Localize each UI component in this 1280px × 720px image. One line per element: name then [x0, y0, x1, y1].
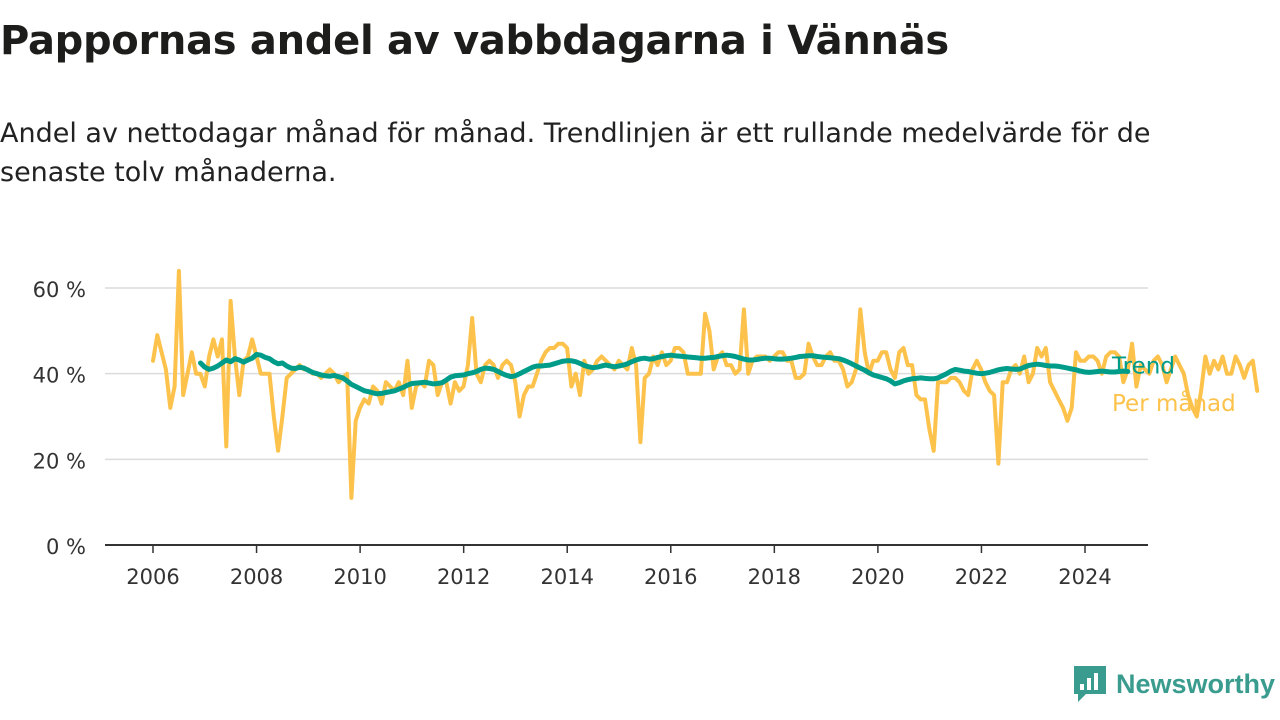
x-tick-label: 2022 [955, 565, 1008, 589]
y-tick-label: 20 % [33, 449, 86, 473]
x-tick-label: 2016 [644, 565, 697, 589]
x-tick-label: 2006 [126, 565, 179, 589]
x-tick-label: 2018 [748, 565, 801, 589]
y-tick-label: 40 % [33, 364, 86, 388]
trend-line [198, 351, 1131, 397]
y-tick-label: 0 % [46, 535, 86, 559]
x-tick-label: 2012 [437, 565, 490, 589]
monthly-label: Per månad [1112, 389, 1236, 417]
chart-subtitle: Andel av nettodagar månad för månad. Tre… [0, 118, 1151, 188]
monthly-line [151, 268, 1260, 500]
trend-label: Trend [1111, 354, 1175, 380]
x-tick-label: 2014 [540, 565, 593, 589]
x-tick-label: 2024 [1058, 565, 1111, 589]
x-tick-label: 2020 [851, 565, 904, 589]
series-labels: Per månad Trend [1111, 354, 1236, 417]
newsworthy-logo-icon [1074, 666, 1106, 702]
series-lines [151, 268, 1260, 500]
x-tick-label: 2010 [333, 565, 386, 589]
brand-logo: Newsworthy [1072, 664, 1275, 704]
brand-name: Newsworthy [1116, 668, 1276, 699]
y-axis-ticks: 0 % 20 % 40 % 60 % [33, 278, 86, 559]
x-tick-label: 2008 [230, 565, 283, 589]
chart-title: Pappornas andel av vabbdagarna i Vännäs [0, 18, 949, 64]
x-axis: 2006 2008 2010 2012 2014 2016 2018 2020 2022 2024 [105, 544, 1148, 589]
y-tick-label: 60 % [33, 278, 86, 302]
